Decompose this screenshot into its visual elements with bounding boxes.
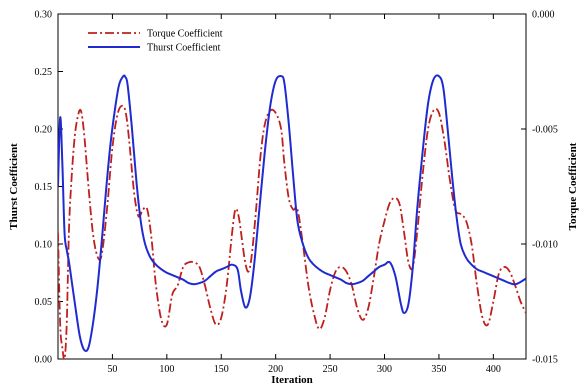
x-tick-label: 100 — [159, 364, 174, 375]
x-tick-label: 150 — [214, 364, 229, 375]
y2-tick-label: -0.010 — [532, 240, 558, 251]
y-tick-label: 0.05 — [35, 297, 53, 308]
y-tick-label: 0.15 — [35, 182, 53, 193]
torque-coefficient-line — [58, 104, 526, 359]
plot-frame — [57, 13, 527, 360]
x-tick-label: 250 — [323, 364, 338, 375]
y2-axis-title: Torque Coefficient — [567, 142, 579, 230]
x-tick-label: 50 — [107, 364, 117, 375]
legend: Torque Coefficient Thurst Coefficient — [88, 29, 223, 54]
x-tick-label: 400 — [486, 364, 501, 375]
y-tick-label: 0.00 — [35, 355, 53, 366]
y2-tick-label: -0.015 — [532, 355, 558, 366]
y-tick-label: 0.25 — [35, 67, 53, 78]
y-axis-title: Thurst Coefficient — [8, 143, 20, 230]
y-tick-label: 0.10 — [35, 240, 53, 251]
y2-tick-label: 0.000 — [532, 10, 555, 21]
y2-tick-label: -0.005 — [532, 125, 558, 136]
thrust-coefficient-line — [58, 74, 526, 353]
series-layer — [58, 74, 526, 359]
x-tick-label: 200 — [268, 364, 283, 375]
x-tick-label: 300 — [377, 364, 392, 375]
x-axis-title: Iteration — [271, 374, 313, 386]
y-tick-label: 0.20 — [35, 125, 53, 136]
legend-label-torque: Torque Coefficient — [147, 29, 223, 40]
ticks-layer: 50 100 150 200 250 300 350 400 0.00 0.05 0.10 0.15 0… — [35, 10, 558, 376]
y-tick-label: 0.30 — [35, 10, 53, 21]
x-tick-label: 350 — [431, 364, 446, 375]
legend-label-thrust: Thurst Coefficient — [147, 43, 221, 54]
